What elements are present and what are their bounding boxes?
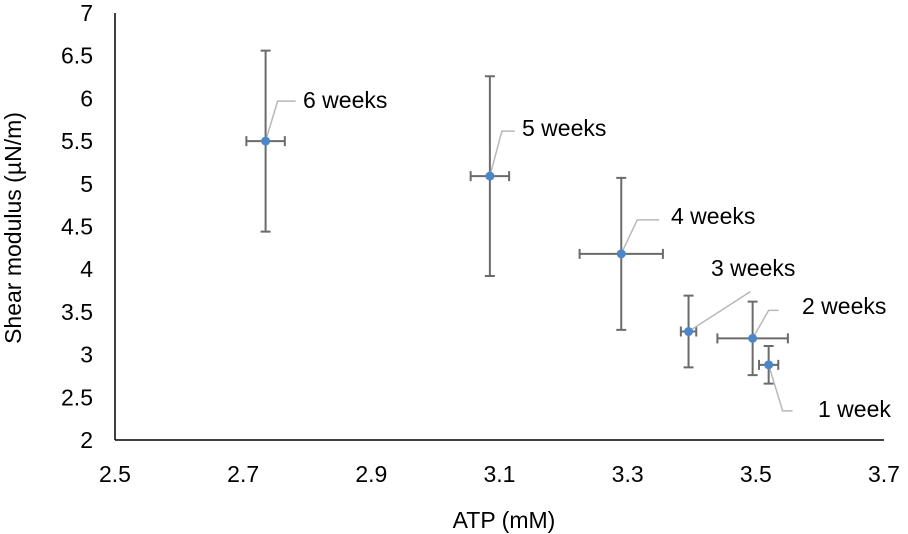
data-point (764, 360, 774, 370)
x-tick-labels: 2.5 2.7 2.9 3.1 3.3 3.5 3.7 (99, 461, 900, 487)
data-point-label: 5 weeks (522, 115, 606, 141)
label-leader-line (264, 100, 296, 142)
axes (114, 13, 884, 441)
x-tick-label: 3.1 (484, 461, 516, 487)
y-tick-label: 4.5 (61, 214, 93, 240)
point-labels: 1 week 2 weeks 3 weeks 4 weeks 5 weeks 6 week… (303, 87, 891, 422)
data-point-label: 3 weeks (711, 255, 795, 281)
y-tick-label: 7 (80, 0, 93, 26)
data-points (261, 136, 774, 370)
data-point (616, 249, 626, 259)
x-tick-label: 3.3 (612, 461, 644, 487)
x-tick-label: 3.7 (868, 461, 900, 487)
label-leader-line (688, 290, 751, 333)
y-tick-label: 5.5 (61, 128, 93, 154)
data-point-label: 2 weeks (802, 293, 886, 319)
y-tick-label: 3 (80, 342, 93, 368)
y-tick-label: 2 (80, 427, 93, 453)
data-point (485, 171, 495, 181)
data-point-label: 4 weeks (671, 203, 755, 229)
leader-lines (264, 100, 793, 412)
label-leader-line (489, 130, 515, 177)
x-tick-label: 2.7 (227, 461, 259, 487)
x-tick-label: 2.5 (99, 461, 131, 487)
x-tick-label: 3.5 (740, 461, 772, 487)
label-leader-line (620, 219, 660, 255)
y-tick-label: 6.5 (61, 43, 93, 69)
data-point-label: 6 weeks (303, 87, 387, 113)
data-point (261, 136, 271, 146)
label-leader-line (767, 364, 793, 412)
label-leader-line (751, 309, 779, 339)
x-axis-title: ATP (mM) (453, 507, 556, 533)
data-point-label: 1 week (818, 396, 891, 422)
y-tick-label: 2.5 (61, 384, 93, 410)
y-tick-label: 6 (80, 85, 93, 111)
error-bars (245, 49, 789, 385)
y-tick-label: 3.5 (61, 299, 93, 325)
data-point (748, 333, 758, 343)
y-tick-label: 5 (80, 171, 93, 197)
data-point (684, 327, 694, 337)
y-axis-title: Shear modulus (µN/m) (0, 112, 26, 344)
y-tick-label: 4 (80, 256, 93, 282)
y-tick-labels: 2 2.5 3 3.5 4 4.5 5 5.5 6 6.5 7 (61, 0, 93, 453)
x-tick-label: 2.9 (355, 461, 387, 487)
